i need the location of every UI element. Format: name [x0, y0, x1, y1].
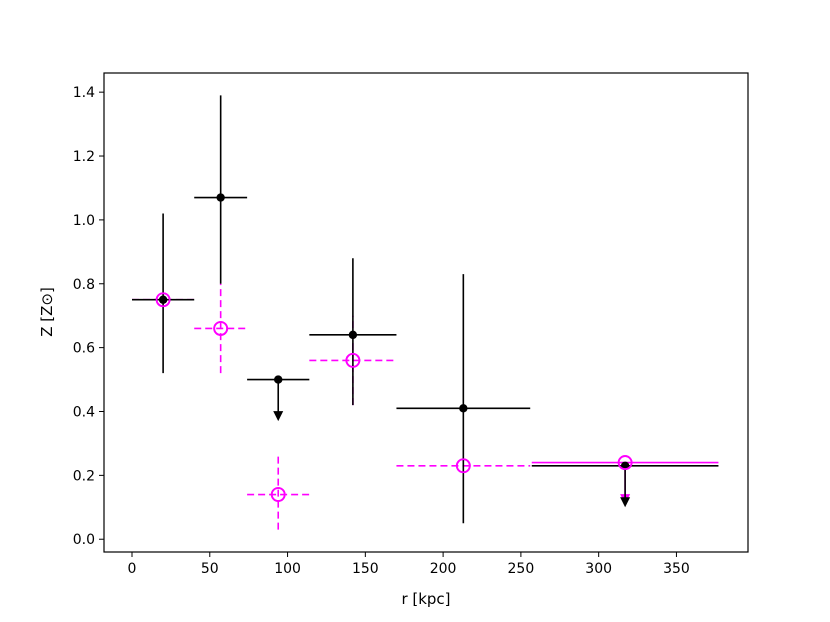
data-point-outline — [213, 321, 229, 336]
data-point-outline — [455, 458, 471, 474]
data-point — [274, 375, 283, 384]
y-tick-label: 1.4 — [73, 85, 95, 101]
y-tick-label: 0.4 — [73, 404, 95, 420]
x-axis-label: r [kpc] — [401, 590, 450, 608]
data-point — [348, 330, 358, 340]
y-tick-label: 1.0 — [73, 213, 95, 229]
y-tick-label: 0.8 — [73, 277, 95, 293]
y-tick-label: 0.2 — [73, 468, 95, 484]
data-point — [459, 404, 468, 413]
x-tick-label: 150 — [352, 561, 379, 577]
x-tick-label: 200 — [430, 561, 457, 577]
x-axis-ticks: 0 50 100 150 200 250 300 350 — [128, 552, 690, 577]
data-marks — [132, 95, 719, 530]
y-tick-label: 0.6 — [73, 341, 95, 357]
x-tick-label: 250 — [508, 561, 535, 577]
data-point-outline — [270, 487, 286, 502]
x-tick-label: 100 — [274, 561, 301, 577]
data-point-outline — [155, 292, 171, 308]
data-point-outline — [617, 455, 633, 470]
x-tick-label: 50 — [201, 561, 219, 577]
data-point-outline — [345, 352, 361, 368]
x-tick-label: 350 — [663, 561, 690, 577]
data-point — [216, 193, 225, 202]
y-tick-label: 1.2 — [73, 149, 95, 165]
upper-limit-arrow-head — [620, 497, 631, 508]
y-axis-label: Z [Z⊙] — [38, 287, 56, 337]
x-tick-label: 300 — [585, 561, 612, 577]
plot-frame — [103, 72, 749, 553]
x-tick-label: 0 — [128, 561, 137, 577]
upper-limit-arrow-head — [273, 411, 284, 422]
y-tick-label: 0.0 — [73, 532, 95, 548]
data-point — [158, 295, 168, 304]
y-axis-ticks: 0.0 0.2 0.4 0.6 0.8 1.0 1.2 1.4 — [73, 85, 104, 548]
